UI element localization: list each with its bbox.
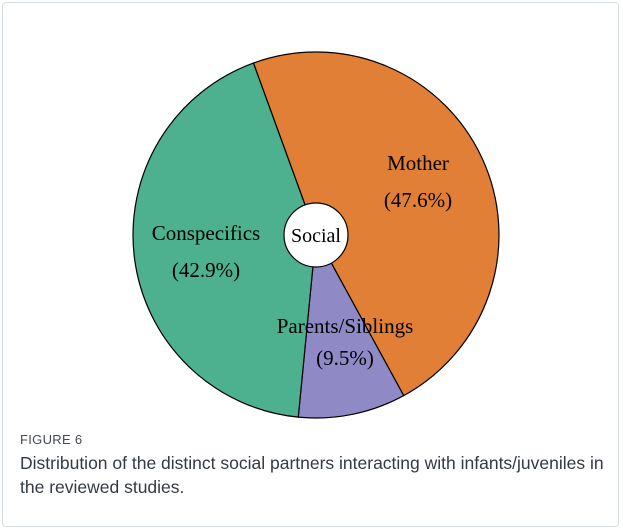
pie-chart: Social Mother (47.6%) Parents/Siblings (9.5… bbox=[132, 51, 500, 419]
slice-percent-mother: (47.6%) bbox=[384, 188, 452, 212]
slice-label-conspecifics: Conspecifics bbox=[152, 221, 260, 245]
slice-percent-parents-siblings: (9.5%) bbox=[316, 346, 374, 370]
pie-slices bbox=[132, 51, 500, 419]
pie-slice-parents-siblings bbox=[297, 233, 405, 419]
pie-labels: Mother (47.6%) Parents/Siblings (9.5%) Consp… bbox=[152, 151, 452, 370]
pie-slice-conspecifics bbox=[132, 62, 317, 418]
slice-label-parents-siblings: Parents/Siblings bbox=[277, 314, 414, 338]
slice-percent-conspecifics: (42.9%) bbox=[172, 258, 240, 282]
figure-caption: Distribution of the distinct social part… bbox=[20, 453, 604, 497]
figure-number: FIGURE 6 bbox=[20, 432, 83, 447]
pie-center-hole bbox=[283, 202, 349, 268]
pie-slice-mother bbox=[252, 51, 500, 397]
pie-center-label: Social bbox=[291, 225, 341, 247]
slice-label-mother: Mother bbox=[387, 151, 449, 175]
